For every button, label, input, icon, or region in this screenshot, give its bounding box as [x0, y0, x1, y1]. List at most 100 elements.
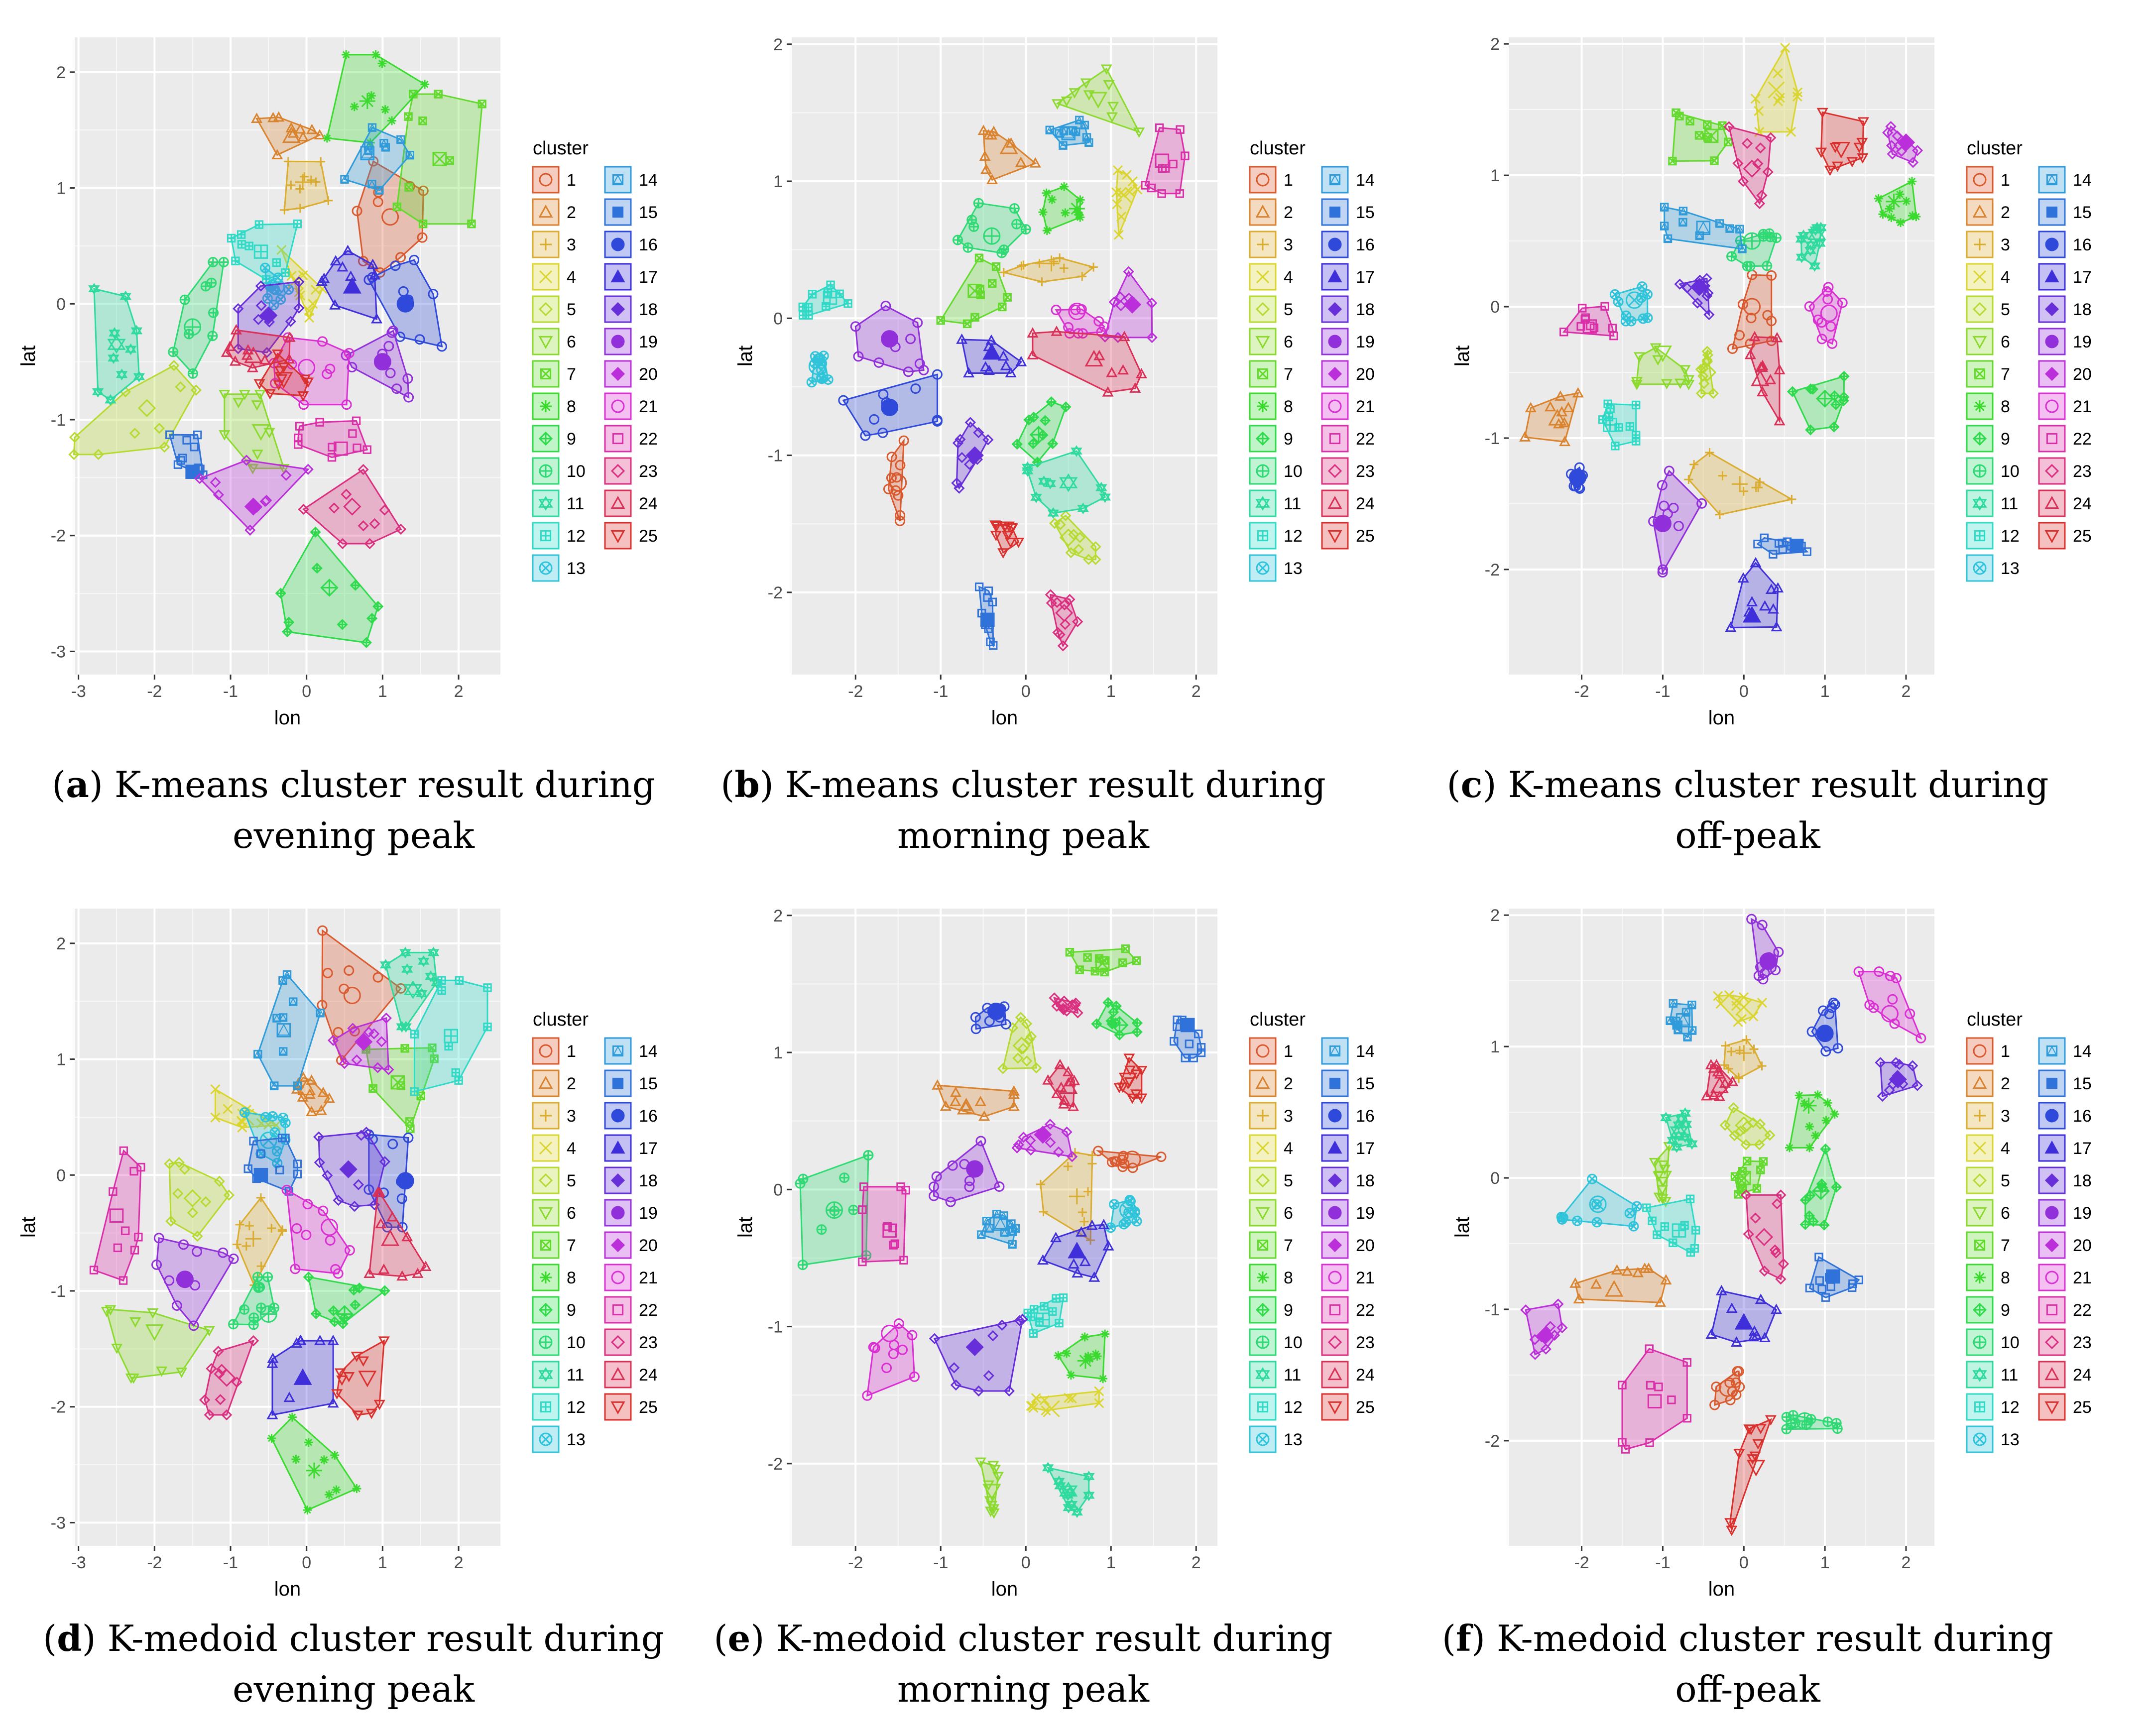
tick-label-x-b: 0	[1021, 682, 1031, 701]
data-point-5-e	[997, 1063, 1009, 1074]
cluster-5-e	[997, 1012, 1042, 1074]
data-point-7-c-d2	[1695, 131, 1703, 140]
data-point-25-b	[1005, 538, 1017, 548]
data-point-5-a	[129, 428, 140, 439]
legend-item-9-e: 9	[1249, 1296, 1293, 1324]
data-point-25-c	[1815, 147, 1827, 158]
data-point-13-c-d2	[1627, 317, 1635, 325]
data-point-7-f	[1737, 1185, 1747, 1194]
data-point-17-e	[1068, 1258, 1080, 1269]
data-point-8-f-d2	[1805, 1123, 1813, 1131]
axis-title-y-a: lat	[17, 346, 39, 366]
data-point-11-a	[133, 370, 145, 380]
data-point-15-f	[1821, 1293, 1830, 1302]
legend-item-13-b: 13	[1249, 554, 1303, 582]
data-point-23-b	[1072, 616, 1083, 627]
data-point-6-d	[111, 1344, 123, 1354]
legend-label-23-b: 23	[1356, 462, 1375, 481]
data-point-17-f	[1759, 1332, 1771, 1343]
data-point-13-a	[275, 294, 286, 305]
data-point-11-a	[108, 352, 120, 362]
legend-symbol-4-e-b	[1256, 1141, 1270, 1155]
cluster-hull-14-a	[343, 126, 411, 191]
data-point-14-b-t	[1046, 125, 1054, 133]
data-point-11-a-b	[88, 285, 100, 295]
data-point-11-a	[116, 368, 128, 378]
cluster-25-f	[1724, 1415, 1777, 1536]
data-point-7-f-d2	[1759, 1157, 1768, 1166]
cluster-center-13-b	[808, 357, 826, 375]
data-point-15-f	[1847, 1283, 1857, 1292]
axis-title-x-e: lon	[991, 1578, 1018, 1600]
cluster-center-21-d	[320, 1218, 338, 1236]
data-point-2-f	[1611, 1264, 1623, 1275]
scatter-plot-e: -2 -1 0 1 2-2-1012lonlatcluster1234567891011…	[734, 907, 1375, 1600]
data-point-13-e	[1125, 1196, 1136, 1207]
data-point-22-b	[1155, 123, 1164, 132]
legend-item-21-b: 21	[1321, 392, 1375, 420]
legend-label-16-f: 16	[2073, 1107, 2092, 1126]
cluster-center-13-d-d2	[262, 1134, 275, 1147]
legend-key-25-d	[604, 1393, 632, 1421]
legend-symbol-14-a-t	[612, 174, 623, 184]
cluster-center-7-d-d2	[391, 1075, 405, 1089]
data-point-20-d	[347, 1023, 359, 1034]
legend-symbol-13-b-d2	[1258, 563, 1268, 573]
data-point-15-c	[1778, 545, 1788, 554]
cluster-center-1-a	[381, 208, 399, 226]
data-point-19-f	[1773, 946, 1784, 957]
data-point-4-a-b	[310, 284, 321, 295]
legend-symbol-7-e	[1257, 1239, 1269, 1251]
data-point-18-d	[379, 1156, 391, 1167]
data-point-11-d	[418, 955, 430, 965]
data-point-23-c	[1762, 166, 1774, 178]
legend-item-11-a: 11	[532, 489, 584, 517]
data-point-4-a-b	[308, 299, 318, 309]
data-point-7-e	[1100, 967, 1109, 977]
cluster-center-17-c	[1743, 606, 1762, 623]
legend-item-8-c: 8	[1966, 392, 2010, 420]
legend-item-24-c: 24	[2038, 489, 2092, 517]
data-point-13-f-d2	[1573, 1217, 1581, 1225]
legend-item-13-c: 13	[1966, 554, 2020, 582]
data-point-5-d	[192, 1231, 203, 1242]
legend-key-11-b	[1249, 489, 1277, 517]
data-point-17-f	[1755, 1293, 1767, 1304]
data-point-8-d-d2	[305, 1438, 313, 1446]
data-point-24-e	[1062, 1065, 1074, 1076]
caption-f: (f) K-medoid cluster result during off-pe…	[1441, 1617, 2054, 1710]
legend-item-2-b: 2	[1249, 198, 1293, 226]
data-point-13-f-d2	[1588, 1175, 1596, 1183]
data-point-19-d	[164, 1275, 175, 1286]
data-point-7-a-d2	[404, 112, 413, 121]
cluster-10-a	[168, 256, 229, 379]
data-point-11-a	[92, 385, 104, 395]
data-point-15-b	[986, 637, 995, 646]
data-point-11-c	[1808, 260, 1821, 270]
data-point-22-e	[858, 1257, 867, 1267]
data-point-16-d	[363, 1184, 374, 1195]
data-point-8-b-d2	[1043, 189, 1051, 197]
data-point-18-e	[983, 1370, 994, 1382]
cluster-center-13-b-d2	[811, 360, 824, 372]
data-point-7-b-d2	[963, 320, 971, 328]
data-point-7-d-d2	[406, 1124, 415, 1133]
data-point-25-e	[1136, 1093, 1148, 1104]
data-point-19-f	[1757, 920, 1768, 930]
cluster-8-d	[267, 1412, 361, 1515]
scatter-plot-b: -2 -1 0 1 2-2-1012lonlatcluster1234567891011…	[734, 35, 1375, 729]
data-point-9-e	[1091, 1018, 1102, 1030]
data-point-21-a	[317, 336, 328, 347]
data-point-8-d-d2	[320, 1456, 328, 1464]
cluster-center-14-f-t	[1676, 1014, 1690, 1026]
legend-key-11-e	[1249, 1361, 1277, 1389]
data-point-14-c-t	[1664, 234, 1672, 242]
data-point-17-c	[1737, 572, 1749, 583]
data-point-4-b-b	[1122, 170, 1132, 180]
legend-item-4-a: 4	[532, 263, 576, 291]
data-point-17-a	[337, 261, 349, 272]
caption-line2-d: evening peak	[233, 1668, 475, 1710]
cluster-center-8-e-d2	[1079, 1355, 1092, 1367]
data-point-6-c	[1661, 379, 1673, 390]
data-point-7-b-d2	[936, 316, 945, 325]
